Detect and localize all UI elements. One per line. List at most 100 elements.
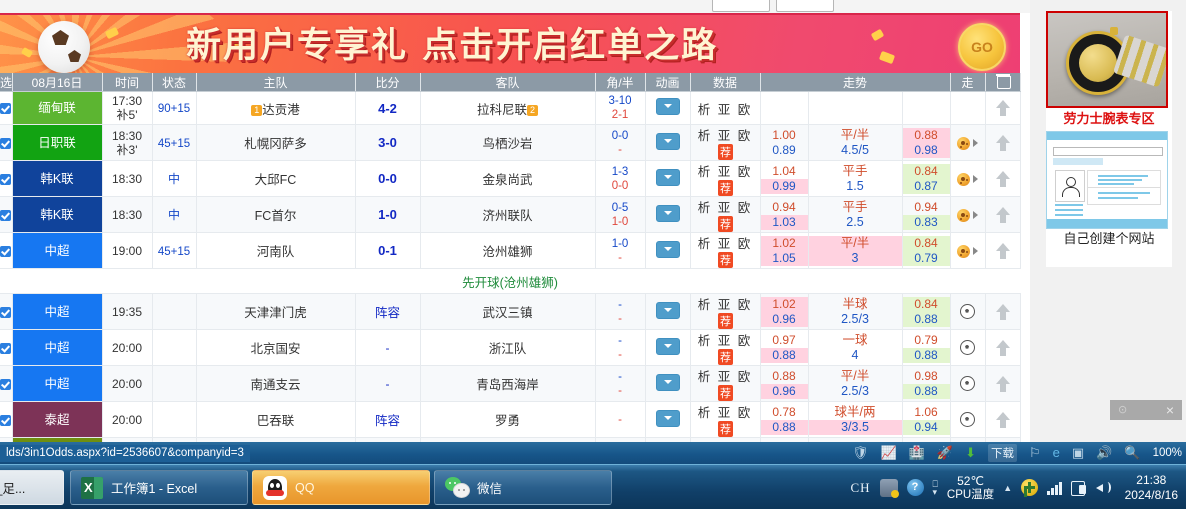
white-ball-icon[interactable] (960, 376, 976, 392)
data-links-cell[interactable]: 析 亚 欧荐 (690, 437, 761, 442)
th-delete[interactable] (985, 73, 1021, 92)
download-button[interactable]: 下载 (988, 444, 1018, 462)
download-arrow-icon[interactable]: ⬇ (965, 445, 977, 460)
delete-cell[interactable] (985, 160, 1021, 197)
table-row[interactable]: 中超 19:35 天津津门虎 阵容 武汉三镇 - - 析 亚 欧荐 1.02 0.96 半球 2.5/… (0, 293, 1021, 330)
up-arrow-icon[interactable] (995, 134, 1010, 151)
data-links-label[interactable]: 析 亚 欧 (697, 129, 753, 143)
odds-away-cell[interactable]: 0.88 0.98 (902, 124, 951, 161)
up-arrow-icon[interactable] (995, 303, 1010, 320)
data-links-label[interactable]: 析 亚 欧 (697, 102, 753, 117)
data-links-cell[interactable]: 析 亚 欧荐 (690, 329, 761, 366)
home-team-cell[interactable]: 巴吞联 (196, 401, 356, 438)
data-links-label[interactable]: 析 亚 欧 (697, 201, 753, 215)
score-cell[interactable]: - (355, 329, 421, 366)
internet-explorer-icon[interactable]: e (1052, 445, 1060, 460)
handicap-cell[interactable]: 平/半 3 (808, 232, 903, 269)
delete-cell[interactable] (985, 365, 1021, 402)
row-select-checkbox[interactable] (0, 196, 13, 233)
go-cell[interactable] (950, 91, 986, 125)
away-team-cell[interactable]: 金泉尚武 (420, 160, 596, 197)
orange-ball-icon[interactable] (957, 208, 971, 222)
odds-away-cell[interactable]: 0.84 0.79 (902, 232, 951, 269)
score-cell[interactable]: 0-0 (355, 160, 421, 197)
th-go[interactable]: 走 (950, 73, 986, 92)
data-links-label[interactable]: 析 亚 欧 (697, 370, 753, 384)
away-team-cell[interactable]: 马都拉联 (420, 437, 596, 442)
th-date[interactable]: 08月16日 (12, 73, 103, 92)
top-form-box-1[interactable] (712, 0, 770, 12)
th-select[interactable]: 选 (0, 73, 13, 92)
data-links-label[interactable]: 析 亚 欧 (697, 334, 753, 348)
handicap-cell[interactable]: 球半/两 3/3.5 (808, 401, 903, 438)
row-select-checkbox[interactable] (0, 91, 13, 125)
odds-home-cell[interactable]: 1.02 1.05 (760, 232, 809, 269)
odds-home-cell[interactable]: 0.98 (760, 437, 809, 442)
score-cell[interactable]: - (355, 365, 421, 402)
checkbox-icon[interactable] (0, 306, 12, 318)
home-team-cell[interactable]: 南通支云 (196, 365, 356, 402)
away-team-cell[interactable]: 浙江队 (420, 329, 596, 366)
go-cell[interactable] (950, 160, 986, 197)
league-cell[interactable]: 印尼超 (12, 437, 103, 442)
orange-ball-icon[interactable] (957, 136, 971, 150)
recommend-tag[interactable]: 荐 (718, 313, 733, 329)
away-team-cell[interactable]: 拉科尼联 2 (420, 91, 596, 125)
chevron-right-icon[interactable] (973, 247, 979, 256)
ad-card[interactable]: 劳力士腕表专区 自己创建个网站 (1046, 11, 1172, 267)
up-arrow-icon[interactable] (995, 339, 1010, 356)
score-cell[interactable]: 阵容 (355, 437, 421, 442)
league-cell[interactable]: 韩K联 (12, 160, 103, 197)
handicap-cell[interactable]: 平/半 4.5/5 (808, 124, 903, 161)
ad-close-overlay[interactable]: ⊙ × (1110, 400, 1182, 420)
top-form-box-2[interactable] (776, 0, 834, 12)
handicap-cell[interactable]: 平手 1.5 (808, 160, 903, 197)
th-away[interactable]: 客队 (420, 73, 596, 92)
score-cell[interactable]: 4-2 (355, 91, 421, 125)
checkbox-icon[interactable] (0, 173, 12, 185)
go-cell[interactable] (950, 196, 986, 233)
league-cell[interactable]: 缅甸联 (12, 91, 103, 125)
orange-ball-icon[interactable] (957, 172, 971, 186)
score-cell[interactable]: 0-1 (355, 232, 421, 269)
chevron-down-icon[interactable] (655, 132, 680, 150)
table-row[interactable]: 泰超 20:00 巴吞联 阵容 罗勇 - 析 亚 欧荐 0.78 0.88 球半/两 3/3.5 1.… (0, 401, 1021, 438)
score-cell[interactable]: 阵容 (355, 401, 421, 438)
home-team-cell[interactable]: 大邱FC (196, 160, 356, 197)
odds-away-cell[interactable]: 0.98 0.88 (902, 365, 951, 402)
windows-panes-icon[interactable]: ▣ (1071, 445, 1085, 460)
league-cell[interactable]: 中超 (12, 232, 103, 269)
away-team-cell[interactable]: 武汉三镇 (420, 293, 596, 330)
checkbox-icon[interactable] (0, 103, 12, 115)
chevron-right-icon[interactable] (973, 175, 979, 184)
chevron-down-icon[interactable] (655, 168, 680, 186)
away-team-cell[interactable]: 济州联队 (420, 196, 596, 233)
banner-go-button[interactable]: GO (958, 23, 1006, 71)
delete-cell[interactable] (985, 124, 1021, 161)
checkbox-icon[interactable] (0, 209, 12, 221)
data-links-cell[interactable]: 析 亚 欧荐 (690, 365, 761, 402)
away-team-cell[interactable]: 罗勇 (420, 401, 596, 438)
data-links-label[interactable]: 析 亚 欧 (697, 237, 753, 251)
data-links-cell[interactable]: 析 亚 欧荐 (690, 124, 761, 161)
odds-home-cell[interactable]: 1.00 0.89 (760, 124, 809, 161)
th-home[interactable]: 主队 (196, 73, 356, 92)
tray-expand-icon[interactable]: ⎕ ▾ (932, 478, 938, 497)
ime-indicator[interactable]: CH (850, 479, 871, 495)
go-cell[interactable] (950, 329, 986, 366)
data-links-label[interactable]: 析 亚 欧 (697, 406, 753, 420)
data-links-cell[interactable]: 析 亚 欧荐 (690, 232, 761, 269)
odds-away-cell[interactable]: 0.94 0.83 (902, 196, 951, 233)
close-icon[interactable]: × (1165, 402, 1174, 418)
odds-home-cell[interactable]: 0.88 0.96 (760, 365, 809, 402)
white-ball-icon[interactable] (960, 412, 976, 428)
row-select-checkbox[interactable] (0, 124, 13, 161)
handicap-cell[interactable] (808, 91, 903, 125)
up-arrow-icon[interactable] (995, 411, 1010, 428)
promo-banner[interactable]: 新用户专享礼 点击开启红单之路 GO (0, 13, 1020, 75)
home-team-cell[interactable]: 巴邦坦 (196, 437, 356, 442)
go-cell[interactable] (950, 124, 986, 161)
handicap-cell[interactable]: 半球 (808, 437, 903, 442)
recommend-tag[interactable]: 荐 (718, 216, 733, 232)
checkbox-icon[interactable] (0, 414, 12, 426)
